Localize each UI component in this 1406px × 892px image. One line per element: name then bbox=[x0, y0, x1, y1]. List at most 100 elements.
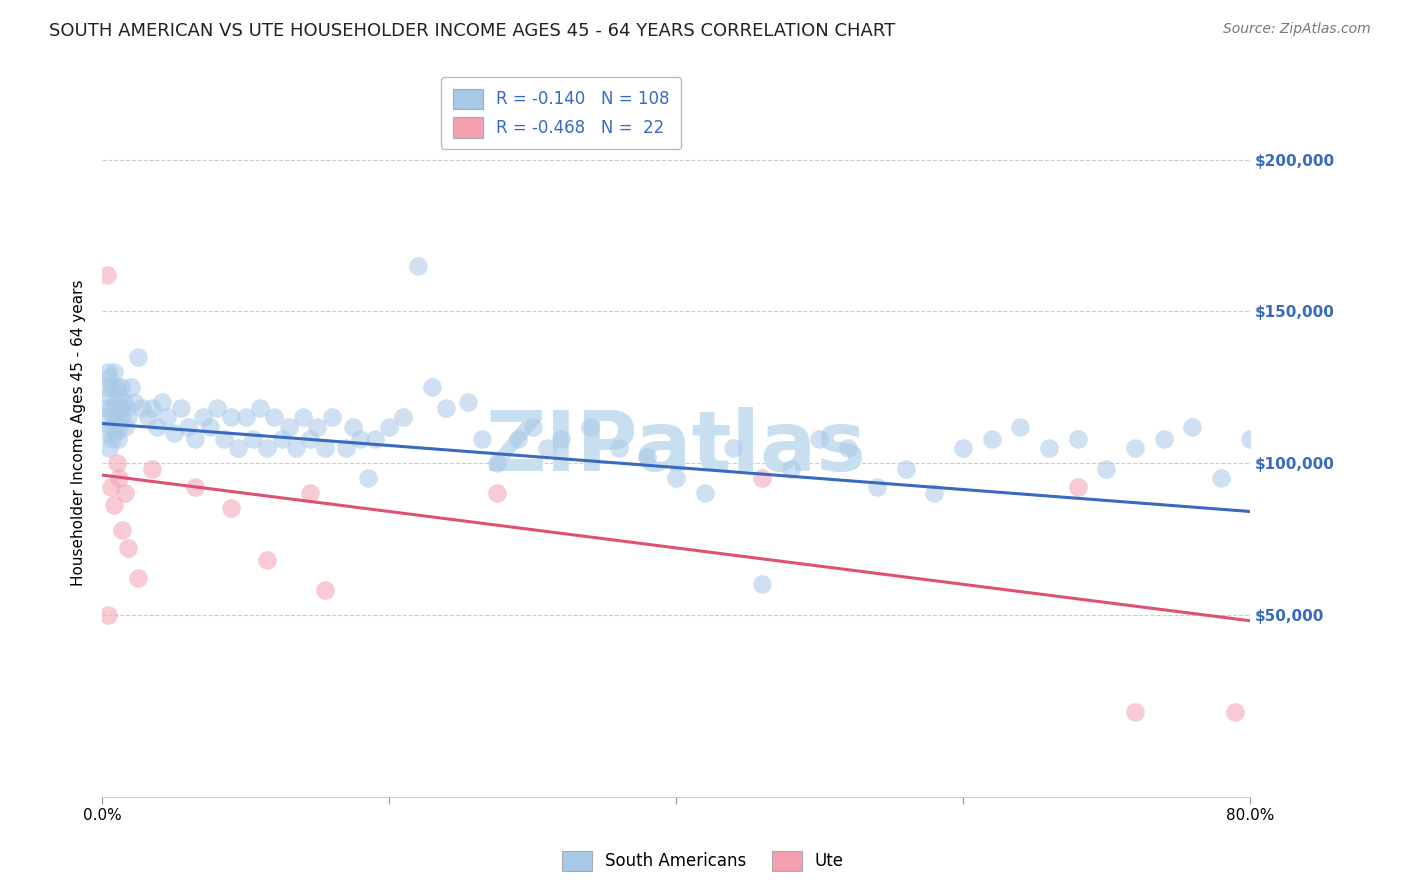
Point bbox=[114, 419, 136, 434]
Point bbox=[894, 462, 917, 476]
Point bbox=[104, 425, 127, 440]
Point bbox=[94, 401, 117, 416]
Point bbox=[1123, 705, 1146, 719]
Point bbox=[108, 419, 131, 434]
Point bbox=[1153, 432, 1175, 446]
Point bbox=[122, 395, 145, 409]
Point bbox=[105, 456, 128, 470]
Point bbox=[1038, 441, 1060, 455]
Point bbox=[342, 419, 364, 434]
Point bbox=[170, 401, 193, 416]
Point bbox=[141, 401, 163, 416]
Point bbox=[141, 462, 163, 476]
Point bbox=[228, 441, 250, 455]
Point bbox=[177, 419, 200, 434]
Point bbox=[96, 425, 118, 440]
Point bbox=[184, 432, 207, 446]
Point bbox=[205, 401, 228, 416]
Point bbox=[97, 410, 120, 425]
Point bbox=[111, 523, 134, 537]
Point bbox=[97, 607, 120, 622]
Point bbox=[110, 380, 132, 394]
Point bbox=[96, 268, 118, 282]
Point bbox=[104, 395, 127, 409]
Point bbox=[235, 410, 257, 425]
Point bbox=[98, 371, 121, 385]
Point bbox=[952, 441, 974, 455]
Point bbox=[1267, 692, 1289, 706]
Point bbox=[1181, 419, 1204, 434]
Point bbox=[221, 501, 243, 516]
Point bbox=[779, 462, 801, 476]
Point bbox=[636, 450, 658, 464]
Point bbox=[392, 410, 415, 425]
Point bbox=[335, 441, 357, 455]
Point bbox=[127, 571, 149, 585]
Point bbox=[184, 480, 207, 494]
Point bbox=[212, 432, 235, 446]
Point bbox=[117, 541, 139, 555]
Point bbox=[115, 401, 138, 416]
Point bbox=[299, 486, 322, 500]
Point bbox=[136, 410, 159, 425]
Point bbox=[108, 389, 131, 403]
Point bbox=[693, 486, 716, 500]
Point bbox=[607, 441, 630, 455]
Point bbox=[107, 401, 129, 416]
Point bbox=[1296, 462, 1319, 476]
Point bbox=[98, 441, 121, 455]
Point bbox=[837, 441, 859, 455]
Point bbox=[751, 577, 773, 591]
Point bbox=[314, 583, 336, 598]
Point bbox=[100, 419, 122, 434]
Point bbox=[256, 553, 278, 567]
Point bbox=[97, 365, 120, 379]
Text: ZIPatlas: ZIPatlas bbox=[485, 407, 866, 488]
Point bbox=[378, 419, 401, 434]
Point bbox=[1324, 471, 1347, 485]
Point bbox=[508, 432, 530, 446]
Point bbox=[127, 350, 149, 364]
Point bbox=[284, 441, 307, 455]
Point bbox=[270, 432, 292, 446]
Point bbox=[256, 441, 278, 455]
Point bbox=[866, 480, 889, 494]
Point bbox=[420, 380, 443, 394]
Point bbox=[108, 471, 131, 485]
Point bbox=[349, 432, 371, 446]
Point bbox=[751, 471, 773, 485]
Point bbox=[665, 471, 688, 485]
Point bbox=[321, 410, 343, 425]
Point bbox=[1267, 450, 1289, 464]
Point bbox=[485, 456, 508, 470]
Point bbox=[1354, 486, 1376, 500]
Point bbox=[98, 389, 121, 403]
Point bbox=[1095, 462, 1118, 476]
Point bbox=[101, 432, 124, 446]
Point bbox=[156, 410, 179, 425]
Point bbox=[277, 419, 299, 434]
Point bbox=[249, 401, 271, 416]
Point bbox=[1066, 432, 1088, 446]
Point bbox=[457, 395, 479, 409]
Point bbox=[105, 380, 128, 394]
Point bbox=[263, 410, 285, 425]
Point bbox=[163, 425, 186, 440]
Point bbox=[980, 432, 1002, 446]
Point bbox=[1382, 492, 1405, 507]
Point bbox=[723, 441, 745, 455]
Point bbox=[292, 410, 315, 425]
Point bbox=[152, 395, 174, 409]
Point bbox=[1209, 471, 1232, 485]
Point bbox=[100, 480, 122, 494]
Point bbox=[221, 410, 243, 425]
Point bbox=[550, 432, 572, 446]
Point bbox=[111, 410, 134, 425]
Point bbox=[307, 419, 329, 434]
Point bbox=[579, 419, 602, 434]
Point bbox=[112, 395, 135, 409]
Point bbox=[105, 410, 128, 425]
Point bbox=[110, 401, 132, 416]
Legend: R = -0.140   N = 108, R = -0.468   N =  22: R = -0.140 N = 108, R = -0.468 N = 22 bbox=[441, 77, 682, 149]
Point bbox=[406, 259, 429, 273]
